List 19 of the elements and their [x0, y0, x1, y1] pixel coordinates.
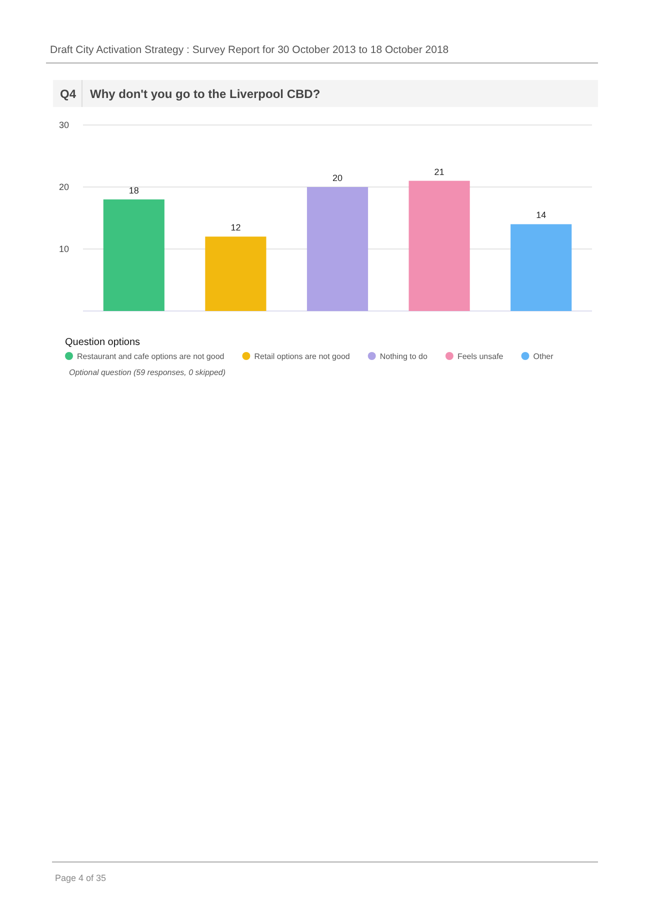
legend-label: Other: [533, 352, 554, 361]
chart-title: Why don't you go to the Liverpool CBD?: [90, 87, 320, 101]
chart-subtitle: Q4: [60, 87, 76, 101]
legend-label: Restaurant and cafe options are not good: [77, 352, 224, 361]
data-label: 20: [332, 173, 343, 183]
legend-label: Retail options are not good: [254, 352, 350, 361]
y-tick-label: 20: [58, 182, 69, 192]
data-label: 14: [536, 210, 546, 220]
y-tick-label: 30: [58, 120, 69, 130]
legend-label: Nothing to do: [380, 352, 428, 361]
data-label: 18: [128, 185, 139, 196]
data-label: 12: [230, 222, 241, 233]
data-label: 21: [434, 166, 444, 177]
text: Page 4 of 35: [55, 873, 106, 883]
legend-label: Feels unsafe: [457, 352, 504, 361]
legend-title: Question options: [65, 337, 140, 348]
text: Draft City Activation Strategy : Survey Report for 30 October 2013 to 18 October 2018: [50, 44, 449, 56]
y-tick-label: 10: [58, 244, 69, 254]
text: Optional question (59 responses, 0 skipped): [69, 368, 226, 377]
